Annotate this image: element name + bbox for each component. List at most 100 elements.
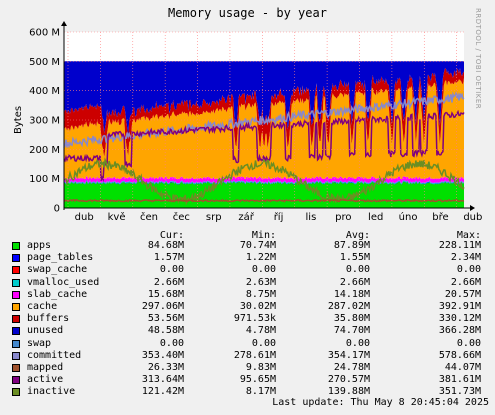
legend-value-min: 8.17M	[245, 386, 276, 398]
y-tick-label: 300 M	[29, 116, 60, 127]
x-tick-label: říj	[274, 211, 284, 223]
legend-value-min: 1.22M	[245, 252, 276, 264]
legend-series-name: committed	[27, 349, 82, 361]
legend-row-cache: cache 297.06M 30.02M 287.02M 392.91M	[12, 301, 492, 313]
legend-row-buffers: buffers 53.56M 971.53k 35.80M 330.12M	[12, 313, 492, 325]
legend-swatch	[12, 315, 20, 324]
x-tick-label: dub	[463, 212, 482, 223]
area-unused	[64, 61, 464, 137]
legend-value-max: 381.61M	[438, 374, 481, 386]
legend-value-cur: 53.56M	[147, 313, 184, 325]
area-page-tables	[64, 181, 464, 185]
x-tick-label: dub	[75, 212, 94, 223]
legend-row-slab-cache: slab_cache 15.68M 8.75M 14.18M 20.57M	[12, 289, 492, 301]
x-tick-label: zář	[238, 211, 254, 223]
legend-value-cur: 26.33M	[147, 362, 184, 373]
legend-series-name: page_tables	[27, 252, 94, 264]
legend-value-max: 2.34M	[450, 252, 481, 264]
legend-value-max: 2.66M	[450, 276, 481, 288]
line-mapped	[63, 198, 465, 203]
legend-row-mapped: mapped 26.33M 9.83M 24.78M 44.07M	[12, 362, 492, 374]
legend-value-min: 278.61M	[233, 349, 276, 361]
x-tick-label: čec	[173, 211, 190, 223]
legend-value-min: 4.78M	[245, 325, 276, 337]
legend-value-max: 44.07M	[444, 362, 481, 373]
legend-value-min: 0.00	[251, 337, 276, 349]
legend-swatch	[12, 254, 20, 263]
legend-value-cur: 1.57M	[153, 252, 184, 264]
legend-series-name: unused	[27, 325, 64, 337]
legend-series-name: cache	[27, 301, 58, 312]
legend-row-page-tables: page_tables 1.57M 1.22M 1.55M 2.34M	[12, 252, 492, 264]
y-tick-label: 100 M	[29, 174, 60, 185]
x-tick-label: srp	[206, 212, 222, 223]
legend-value-max: 20.57M	[444, 288, 481, 300]
legend-value-avg: 0.00	[345, 264, 370, 276]
legend-value-max: 351.73M	[438, 386, 481, 398]
legend-swatch	[12, 376, 20, 385]
legend-value-cur: 15.68M	[147, 288, 184, 300]
y-tick-label: 400 M	[29, 86, 60, 97]
legend-series-name: swap	[27, 337, 52, 349]
x-tick-label: kvě	[108, 211, 126, 223]
legend-value-avg: 24.78M	[333, 362, 370, 373]
y-tick-label: 0	[54, 204, 60, 215]
legend-value-avg: 74.70M	[333, 325, 370, 337]
legend-value-avg: 35.80M	[333, 313, 370, 325]
legend-series-name: inactive	[27, 386, 76, 398]
x-tick-label: led	[368, 212, 383, 223]
legend-swatch	[12, 290, 20, 299]
legend-value-min: 9.83M	[245, 362, 276, 373]
legend-value-cur: 84.68M	[147, 240, 184, 251]
legend-series-name: mapped	[27, 362, 64, 373]
legend-value-avg: 2.66M	[339, 276, 370, 288]
x-tick-label: bře	[432, 211, 448, 223]
y-tick-label: 600 M	[29, 28, 60, 39]
legend-value-avg: 287.02M	[327, 301, 370, 312]
legend-series-name: active	[27, 374, 64, 386]
legend-row-apps: apps 84.68M 70.74M 87.89M 228.11M	[12, 240, 492, 252]
legend-value-cur: 0.00	[159, 337, 184, 349]
legend-value-min: 971.53k	[233, 313, 276, 325]
legend-value-max: 578.66M	[438, 349, 481, 361]
legend-value-cur: 2.66M	[153, 276, 184, 288]
legend-swatch	[12, 278, 20, 287]
legend-value-avg: 270.57M	[327, 374, 370, 386]
legend-value-cur: 0.00	[159, 264, 184, 276]
y-tick-label: 200 M	[29, 145, 60, 156]
legend-row-active: active 313.64M 95.65M 270.57M 381.61M	[12, 374, 492, 386]
legend-row-swap: swap 0.00 0.00 0.00 0.00	[12, 338, 492, 350]
legend-swatch	[12, 327, 20, 336]
legend-header-avg: Avg:	[345, 230, 370, 241]
legend-row-inactive: inactive 121.42M 8.17M 139.88M 351.73M	[12, 386, 492, 398]
legend-header-cur: Cur:	[159, 230, 184, 241]
legend-value-avg: 0.00	[345, 337, 370, 349]
legend-value-min: 8.75M	[245, 288, 276, 300]
legend-series-name: swap_cache	[27, 264, 88, 276]
area-buffers	[64, 68, 464, 158]
legend-header-min: Min:	[251, 230, 276, 241]
x-tick-label: úno	[399, 211, 418, 223]
legend-row-swap-cache: swap_cache 0.00 0.00 0.00 0.00	[12, 264, 492, 276]
y-axis-arrow	[61, 21, 67, 26]
legend-swatch	[12, 266, 20, 275]
legend-swatch	[12, 339, 20, 348]
legend-swatch	[12, 242, 20, 250]
legend-value-avg: 139.88M	[327, 386, 370, 398]
area-slab-cache	[64, 176, 464, 184]
legend-value-avg: 87.89M	[333, 240, 370, 251]
x-tick-label: čen	[140, 211, 158, 223]
legend-value-max: 0.00	[456, 337, 481, 349]
area-cache	[64, 77, 464, 180]
legend-swatch	[12, 364, 20, 372]
legend-series-name: vmalloc_used	[27, 276, 100, 288]
x-tick-label: lis	[306, 212, 317, 223]
y-tick-label: 500 M	[29, 57, 60, 68]
legend-value-cur: 121.42M	[141, 386, 184, 398]
legend-value-max: 366.28M	[438, 325, 481, 337]
legend-value-cur: 297.06M	[141, 301, 184, 312]
legend-swatch	[12, 351, 20, 360]
legend-value-max: 0.00	[456, 264, 481, 276]
